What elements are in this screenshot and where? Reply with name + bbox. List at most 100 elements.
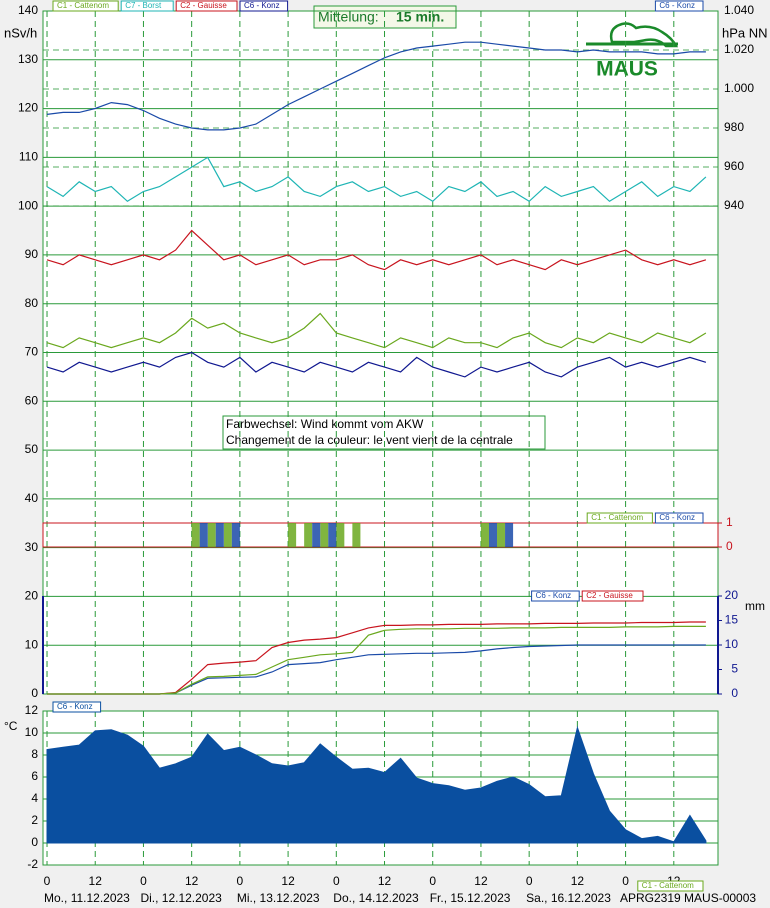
legend-entry: C1 - Cattenom (642, 881, 694, 890)
x-tick-label: 0 (622, 874, 629, 888)
legend-box (654, 0, 704, 12)
wind-bar (191, 523, 200, 547)
annotation: Farbwechsel: Wind kommt vom AKW (226, 417, 424, 431)
legend-entry: C7 - Borst (125, 1, 162, 10)
y2-tick-label: 960 (724, 159, 744, 173)
rain-tick-label: 5 (731, 662, 738, 676)
y2-tick-label: 980 (724, 120, 744, 134)
x-tick-label: 0 (429, 874, 436, 888)
legend-box (637, 880, 704, 892)
day-label: Mo., 11.12.2023 (44, 891, 130, 905)
wind-bar (480, 523, 489, 547)
y-tick-label: 80 (25, 296, 39, 310)
day-label: Sa., 16.12.2023 (526, 891, 611, 905)
series-line (47, 625, 706, 695)
annotation-box (222, 415, 546, 450)
x-tick-label: 12 (281, 874, 295, 888)
y-tick-label: -2 (27, 857, 38, 871)
y-tick-label: 10 (25, 637, 39, 651)
y2-tick-label: 940 (724, 198, 744, 212)
y-tick-label: 50 (25, 442, 39, 456)
x-tick-label: 0 (237, 874, 244, 888)
y-tick-label: 30 (25, 540, 39, 554)
wind-bar (207, 523, 216, 547)
day-label: Mi., 13.12.2023 (237, 891, 320, 905)
y2-tick-label: 1.020 (724, 42, 754, 56)
series-line (46, 229, 707, 271)
y-tick-label: 12 (25, 703, 39, 717)
wind-bar (231, 523, 240, 547)
y-tick-label: 110 (19, 150, 38, 164)
annotation: Changement de la couleur: le vent vient … (226, 433, 513, 447)
wind-bar (352, 523, 361, 547)
day-label: Di., 12.12.2023 (140, 891, 222, 905)
x-tick-label: 0 (333, 874, 340, 888)
y-tick-label: 140 (18, 3, 38, 17)
legend-box (531, 590, 580, 602)
legend-box (654, 512, 704, 524)
y-tick-label: 0 (31, 686, 38, 700)
wind-bar (312, 523, 321, 547)
legend-entry: C6 - Konz (57, 702, 93, 711)
wind-bar (288, 523, 297, 547)
wind-tick-label: 0 (726, 539, 733, 553)
legend-box (581, 590, 644, 602)
legend-box (586, 512, 653, 524)
wind-bar (488, 523, 498, 547)
averaging-label: Mittelung: (318, 9, 379, 25)
legend-entry: C2 - Gauisse (586, 591, 633, 600)
logo-text: MAUS (596, 58, 658, 81)
y-tick-label: 10 (25, 725, 39, 739)
wind-bar (497, 523, 506, 547)
legend-box (239, 0, 289, 12)
wind-bar (336, 523, 345, 547)
series-line (46, 312, 707, 349)
legend-box (52, 701, 102, 713)
logo-mouse (609, 22, 679, 48)
y-tick-label: 20 (25, 589, 39, 603)
temperature-area (46, 725, 707, 844)
series-line (46, 351, 707, 378)
series-line (46, 156, 707, 203)
y-tick-label: 0 (31, 835, 38, 849)
x-tick-label: 0 (526, 874, 533, 888)
day-label: Fr., 15.12.2023 (430, 891, 511, 905)
logo: MAUS (586, 22, 679, 81)
footer-id: APRG2319 MAUS-00003 (620, 891, 756, 905)
legend-entry: C1 - Cattenom (57, 1, 109, 10)
y-tick-label: 8 (31, 747, 38, 761)
wind-bar (320, 523, 329, 547)
averaging-value: 15 min. (396, 9, 444, 25)
y-axis-label: nSv/h (4, 25, 37, 40)
x-tick-label: 12 (571, 874, 585, 888)
legend-entry: C2 - Gauisse (180, 1, 227, 10)
x-tick-label: 12 (89, 874, 103, 888)
wind-bar (223, 523, 232, 547)
wind-bar (505, 523, 514, 547)
y-tick-label: 130 (18, 52, 38, 66)
rain-axis-label: mm (745, 599, 765, 613)
y-tick-label: 70 (25, 345, 39, 359)
rain-tick-label: 0 (731, 686, 738, 700)
x-tick-label: 0 (140, 874, 147, 888)
y-tick-label: 4 (31, 791, 38, 805)
y2-tick-label: 1.000 (724, 81, 754, 95)
legend-entry: C6 - Konz (536, 591, 572, 600)
y-tick-label: 60 (25, 393, 39, 407)
day-label: Do., 14.12.2023 (333, 891, 419, 905)
wind-frame (42, 522, 719, 548)
rain-tick-label: 15 (725, 613, 739, 627)
y-tick-label: 90 (25, 247, 39, 261)
legend-entry: C1 - Cattenom (591, 513, 643, 522)
wind-bar (304, 523, 313, 547)
y2-axis-label: hPa NN (722, 25, 768, 40)
y-tick-label: 40 (25, 491, 39, 505)
legend-box (52, 0, 119, 12)
x-tick-label: 0 (44, 874, 51, 888)
legend-box (120, 0, 174, 12)
wind-bar (215, 523, 224, 547)
temperature-axis-label: °C (4, 719, 18, 733)
y-tick-label: 2 (31, 813, 38, 827)
y2-tick-label: 1.040 (724, 3, 754, 17)
